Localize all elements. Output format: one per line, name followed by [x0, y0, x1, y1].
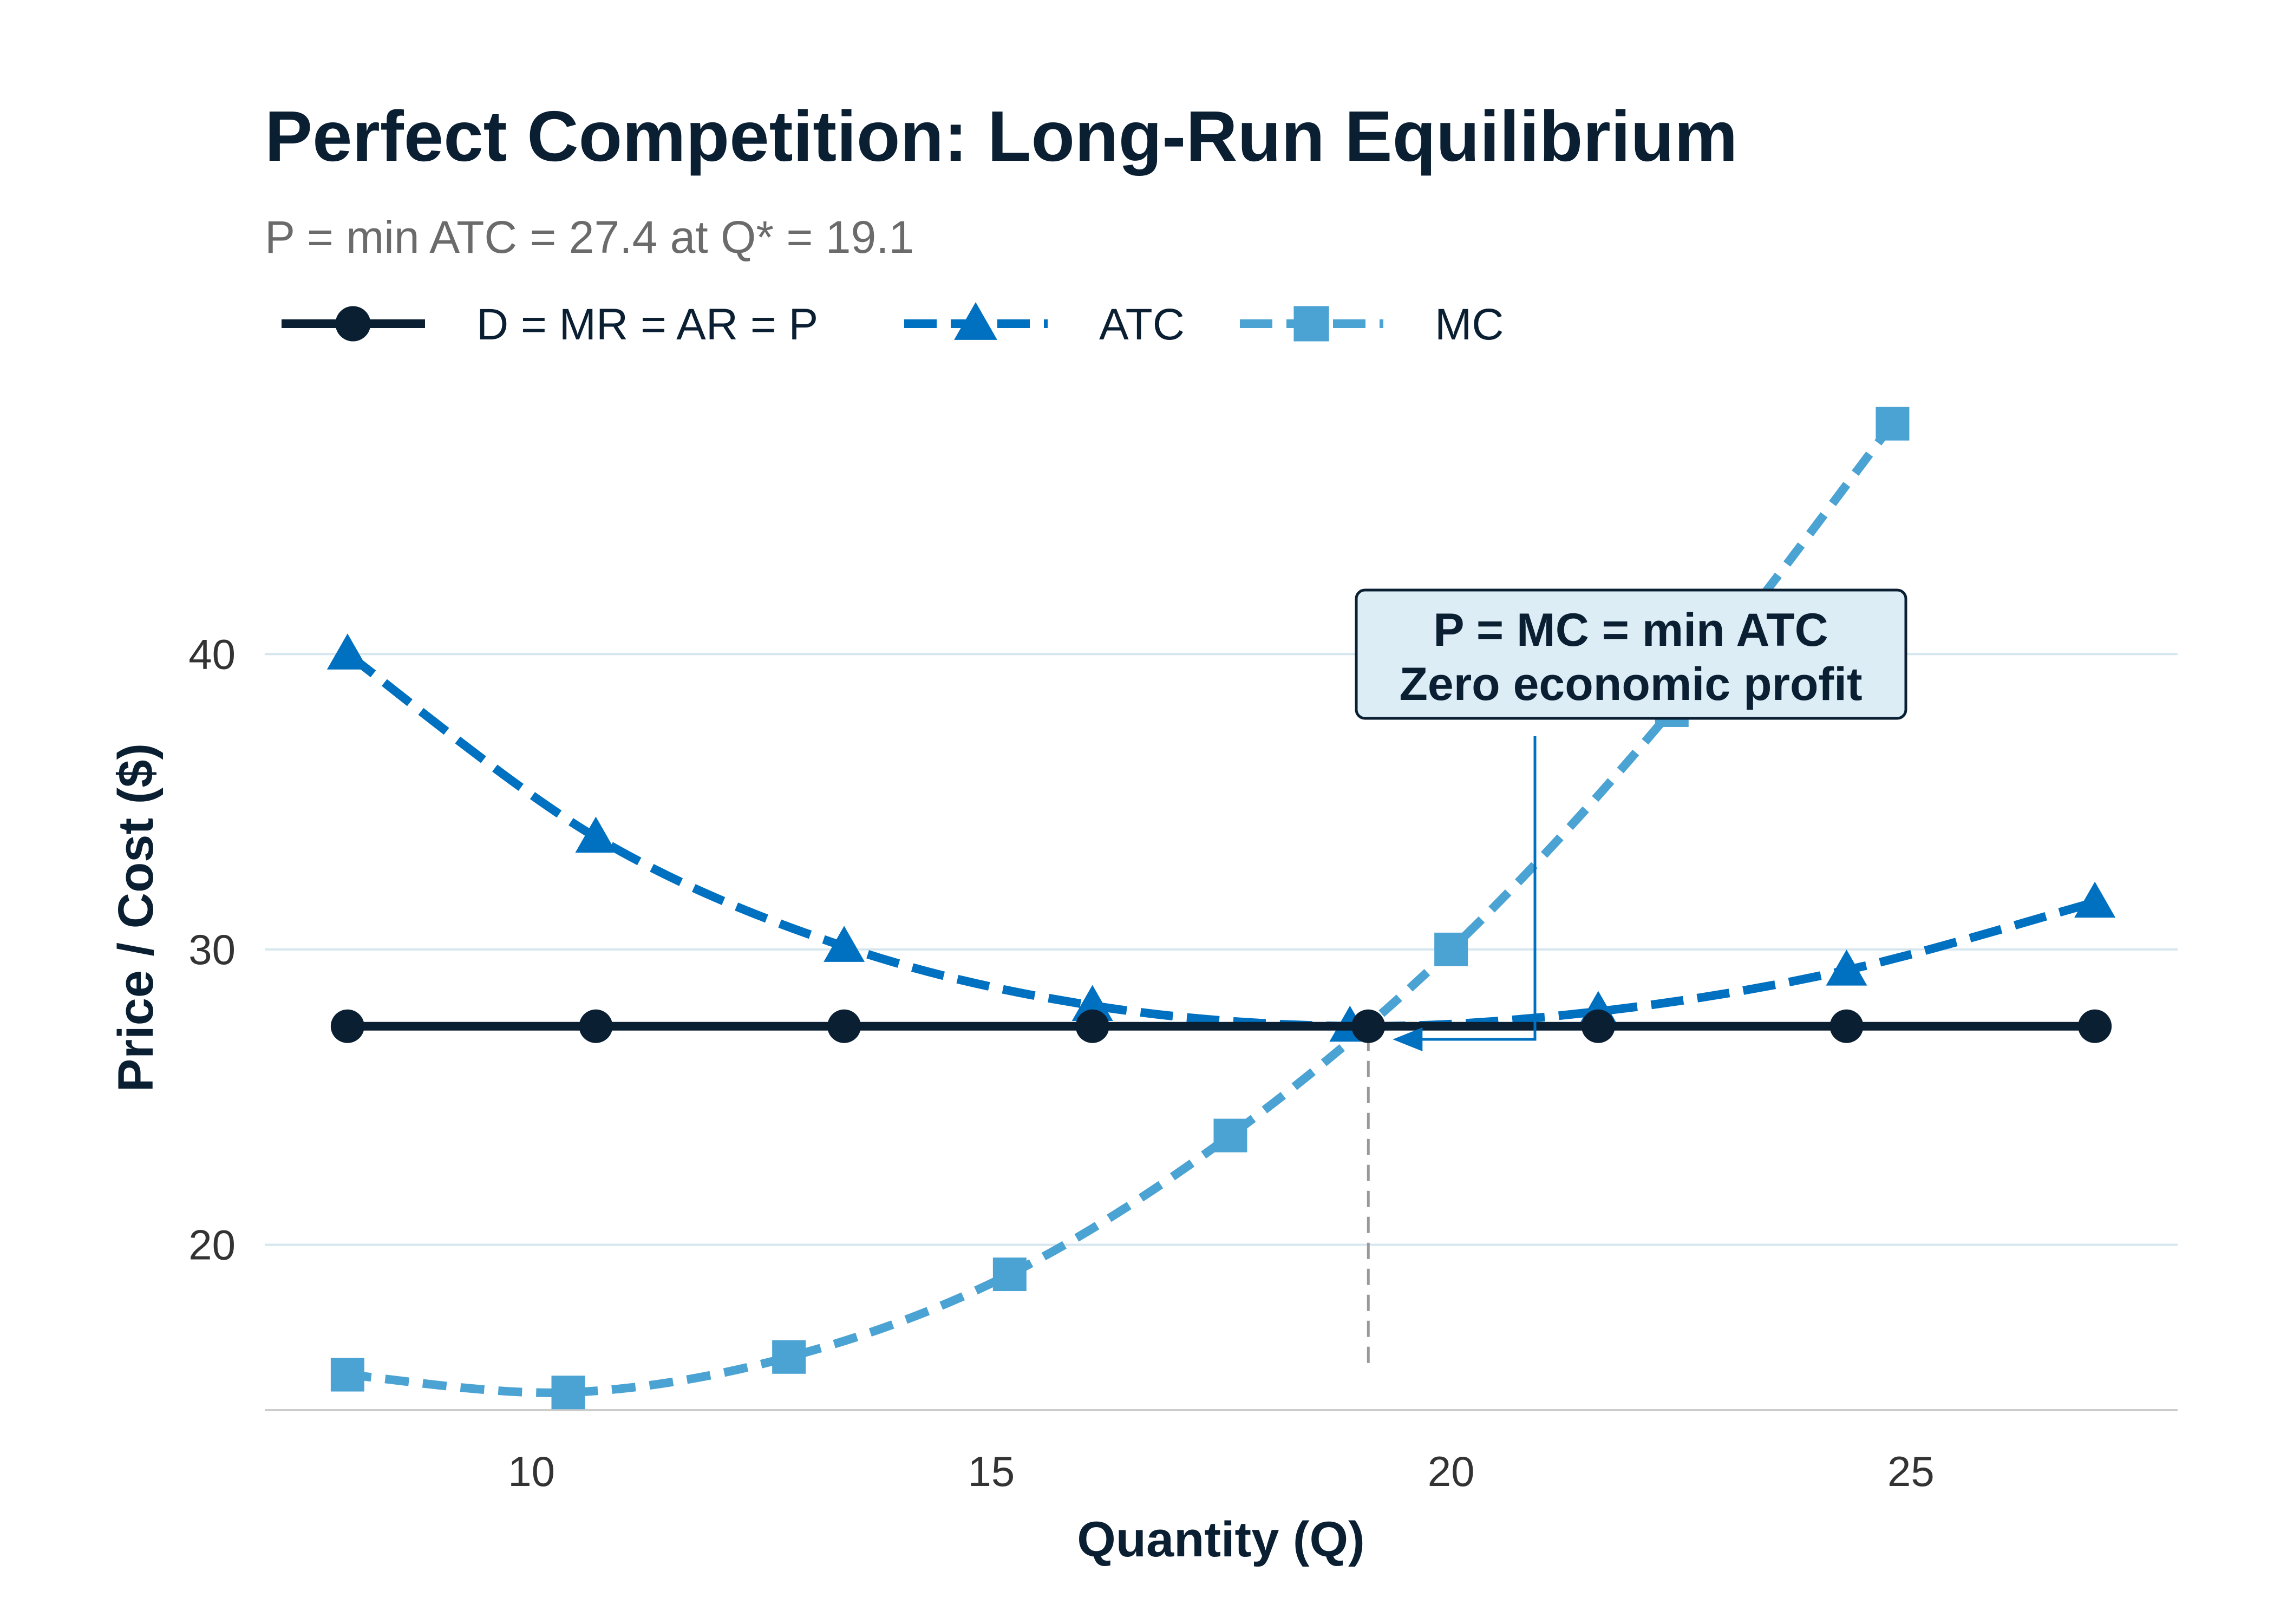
- series-layer: [326, 407, 2116, 1410]
- annotation-arrow: [1417, 736, 1537, 1041]
- legend-label: D = MR = AR = P: [476, 300, 818, 349]
- legend-label: ATC: [1099, 300, 1185, 349]
- data-point-marker: [1826, 949, 1867, 986]
- data-point-marker: [772, 1340, 806, 1374]
- data-point-marker: [1075, 1009, 1109, 1043]
- legend-item: ATC: [904, 300, 1185, 349]
- x-tick-label: 10: [508, 1448, 555, 1495]
- series-mc: [330, 407, 1910, 1410]
- grid-lines: [265, 653, 2178, 1246]
- legend-marker-swatch: [954, 302, 997, 340]
- data-point-marker: [1213, 1118, 1247, 1152]
- legend-marker-swatch: [1293, 306, 1329, 342]
- legend: D = MR = AR = P ATC MC: [282, 300, 1504, 349]
- data-point-marker: [1829, 1009, 1864, 1043]
- x-axis-label: Quantity (Q): [1077, 1512, 1365, 1567]
- x-tick-label: 25: [1887, 1448, 1935, 1495]
- data-point-marker: [2078, 1009, 2112, 1043]
- data-point-marker: [1876, 407, 1910, 441]
- y-tick-label: 30: [188, 926, 236, 973]
- data-point-marker: [1581, 1009, 1615, 1043]
- y-axis-label: Price / Cost ($): [108, 743, 164, 1092]
- y-tick-label: 40: [188, 630, 236, 678]
- data-point-marker: [579, 1009, 613, 1043]
- data-point-marker: [827, 1009, 861, 1043]
- data-point-marker: [1434, 932, 1468, 966]
- legend-item: D = MR = AR = P: [282, 300, 818, 349]
- y-tick-label: 20: [188, 1221, 236, 1268]
- legend-marker-swatch: [335, 306, 371, 342]
- series-demand: [330, 1009, 2112, 1043]
- data-point-marker: [551, 1376, 585, 1410]
- x-tick-label: 20: [1428, 1448, 1475, 1495]
- series-line: [347, 421, 1896, 1397]
- x-tick-label: 15: [968, 1448, 1015, 1495]
- chart-subtitle: P = min ATC = 27.4 at Q* = 19.1: [265, 212, 914, 263]
- data-point-marker: [575, 816, 617, 853]
- data-point-marker: [824, 926, 865, 962]
- data-point-marker: [330, 1358, 364, 1392]
- chart-title: Perfect Competition: Long-Run Equilibriu…: [265, 96, 1738, 176]
- annotation-arrowhead: [1393, 1027, 1423, 1051]
- annotation-text-line: P = MC = min ATC: [1433, 604, 1828, 656]
- data-point-marker: [2074, 881, 2116, 918]
- data-point-marker: [992, 1258, 1027, 1292]
- annotation-text-line: Zero economic profit: [1399, 658, 1862, 710]
- annotation-box: [1355, 588, 1907, 720]
- tick-labels: 20 30 40 10 15 20 25: [188, 630, 1935, 1495]
- legend-item: MC: [1240, 300, 1504, 349]
- legend-label: MC: [1435, 300, 1504, 349]
- data-point-marker: [1351, 1009, 1386, 1043]
- data-point-marker: [326, 633, 368, 670]
- data-point-marker: [1071, 985, 1113, 1021]
- data-point-marker: [330, 1009, 364, 1043]
